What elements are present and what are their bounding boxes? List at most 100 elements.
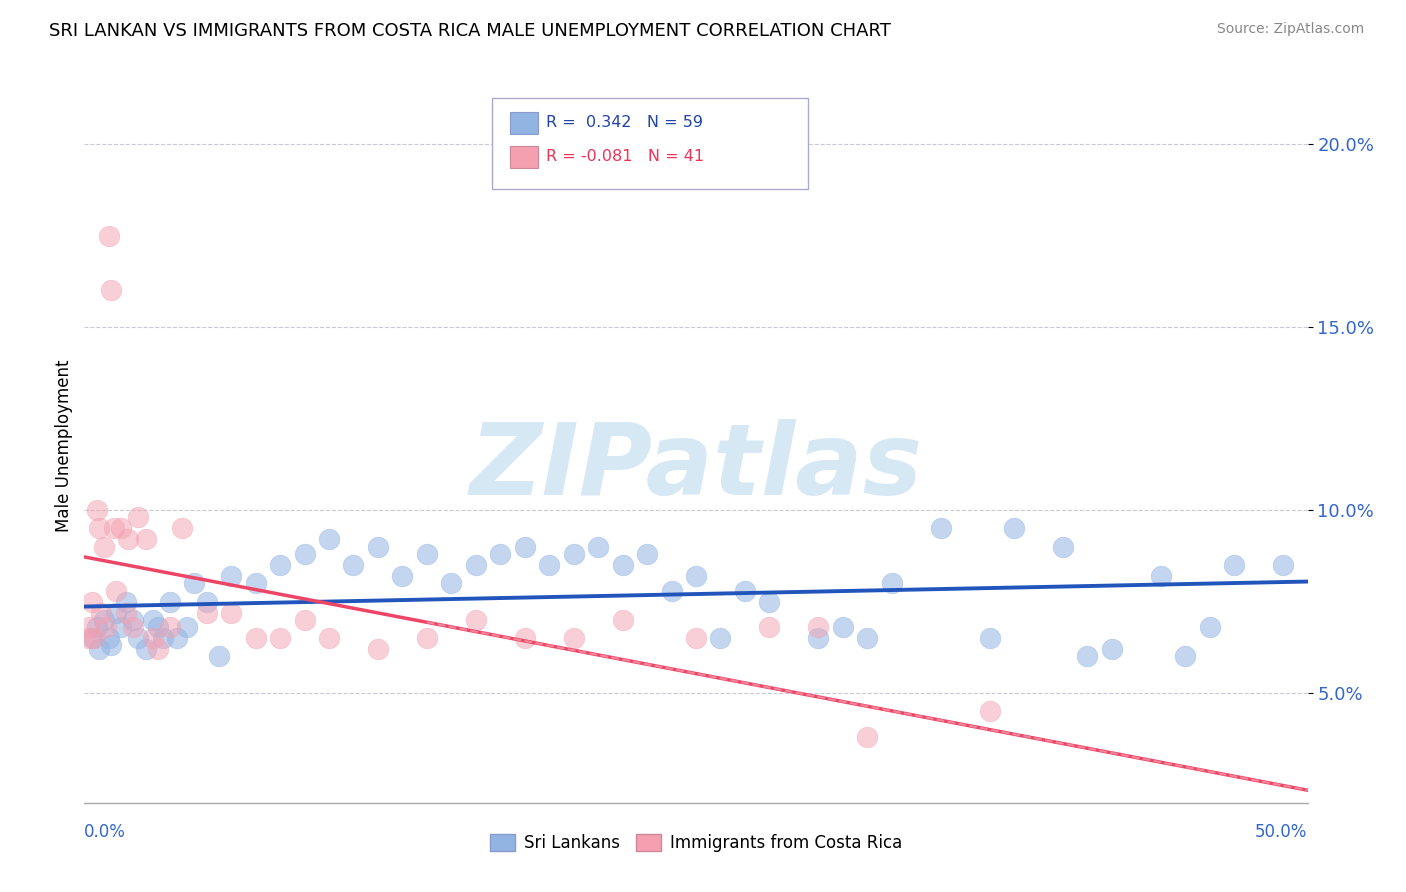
Point	[122, 620, 145, 634]
Point	[245, 576, 267, 591]
Point	[269, 558, 291, 572]
Point	[93, 540, 115, 554]
Point	[318, 533, 340, 547]
Point	[87, 642, 110, 657]
Point	[464, 558, 486, 572]
Point	[758, 594, 780, 608]
Point	[166, 631, 188, 645]
Point	[636, 547, 658, 561]
Point	[105, 606, 128, 620]
Point	[122, 613, 145, 627]
Y-axis label: Male Unemployment: Male Unemployment	[55, 359, 73, 533]
Text: R =  0.342   N = 59: R = 0.342 N = 59	[546, 115, 703, 129]
Point	[342, 558, 364, 572]
Point	[612, 558, 634, 572]
Point	[685, 814, 707, 829]
Text: Source: ZipAtlas.com: Source: ZipAtlas.com	[1216, 22, 1364, 37]
Point	[367, 540, 389, 554]
Point	[1076, 649, 1098, 664]
Point	[96, 620, 118, 634]
Point	[219, 606, 242, 620]
Point	[97, 228, 120, 243]
Point	[93, 613, 115, 627]
Point	[416, 547, 439, 561]
Point	[83, 631, 105, 645]
Point	[97, 631, 120, 645]
Point	[245, 631, 267, 645]
Point	[734, 583, 756, 598]
Point	[90, 606, 112, 620]
Point	[1272, 558, 1295, 572]
Text: ZIPatlas: ZIPatlas	[470, 419, 922, 516]
Point	[195, 606, 218, 620]
Point	[115, 594, 138, 608]
Point	[110, 521, 132, 535]
Point	[176, 620, 198, 634]
Point	[489, 547, 512, 561]
Point	[661, 583, 683, 598]
Point	[146, 620, 169, 634]
Point	[159, 620, 181, 634]
Point	[159, 594, 181, 608]
Point	[880, 576, 903, 591]
Point	[103, 521, 125, 535]
Point	[86, 503, 108, 517]
Point	[86, 620, 108, 634]
Point	[979, 631, 1001, 645]
Point	[538, 558, 561, 572]
Point	[127, 510, 149, 524]
Text: R = -0.081   N = 41: R = -0.081 N = 41	[546, 149, 703, 163]
Point	[807, 631, 830, 645]
Point	[1223, 558, 1246, 572]
Point	[929, 521, 952, 535]
Point	[269, 631, 291, 645]
Point	[440, 576, 463, 591]
Point	[127, 631, 149, 645]
Point	[195, 594, 218, 608]
Point	[146, 642, 169, 657]
Point	[208, 649, 231, 664]
Point	[979, 704, 1001, 718]
Point	[294, 613, 316, 627]
Text: 50.0%: 50.0%	[1256, 823, 1308, 841]
Point	[1101, 642, 1123, 657]
Point	[105, 583, 128, 598]
Point	[464, 613, 486, 627]
Point	[294, 547, 316, 561]
Point	[77, 631, 100, 645]
Point	[1150, 569, 1173, 583]
Point	[318, 631, 340, 645]
Point	[115, 606, 138, 620]
Point	[758, 620, 780, 634]
Point	[100, 284, 122, 298]
Point	[391, 569, 413, 583]
Legend: Sri Lankans, Immigrants from Costa Rica: Sri Lankans, Immigrants from Costa Rica	[484, 827, 908, 859]
Point	[831, 620, 853, 634]
Point	[513, 631, 536, 645]
Point	[142, 631, 165, 645]
Point	[416, 631, 439, 645]
Point	[1198, 620, 1220, 634]
Point	[685, 631, 707, 645]
Point	[110, 620, 132, 634]
Point	[612, 613, 634, 627]
Point	[87, 521, 110, 535]
Point	[562, 631, 585, 645]
Point	[807, 620, 830, 634]
Point	[219, 569, 242, 583]
Point	[1052, 540, 1074, 554]
Point	[135, 533, 157, 547]
Point	[172, 521, 194, 535]
Point	[513, 540, 536, 554]
Point	[135, 642, 157, 657]
Point	[152, 631, 174, 645]
Point	[586, 540, 609, 554]
Point	[709, 631, 731, 645]
Point	[1002, 521, 1025, 535]
Point	[1174, 649, 1197, 664]
Point	[142, 613, 165, 627]
Point	[77, 620, 100, 634]
Point	[856, 631, 879, 645]
Point	[562, 547, 585, 561]
Text: 0.0%: 0.0%	[84, 823, 127, 841]
